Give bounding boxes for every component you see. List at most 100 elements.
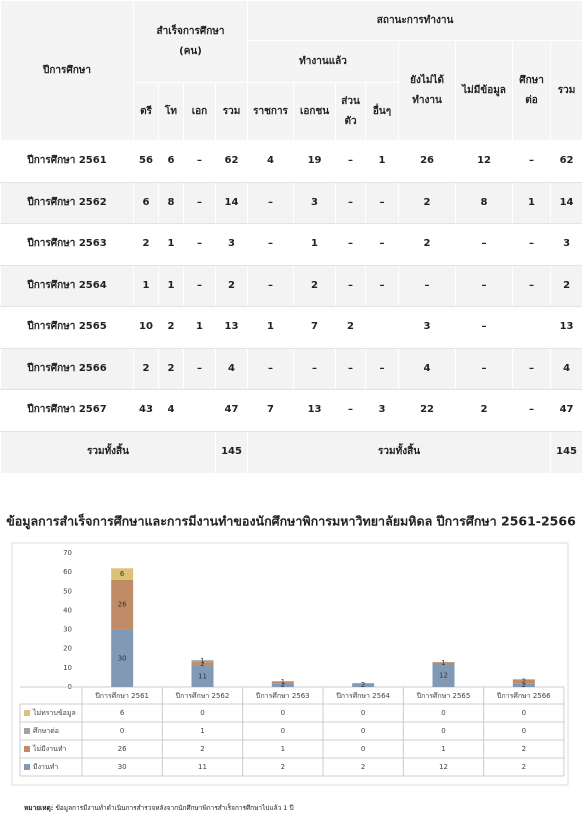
data-label: 2 (200, 660, 204, 668)
note-text: ข้อมูลการมีงานทำดำเนินการสำรวจหลังจากนัก… (55, 803, 293, 812)
table-cell: 13 (550, 306, 582, 349)
table-cell: – (512, 264, 552, 307)
table-row: ปีการศึกษา 2567 43 4 47 7 13–3 22 2–47 (0, 389, 582, 432)
table-value: 0 (361, 727, 365, 735)
table-row: ปีการศึกษา 2561 56 6–62 4 19–1 26 12–62 (0, 140, 582, 183)
table-cell: – (512, 389, 552, 432)
table-value: 6 (120, 709, 125, 717)
table-cell: – (335, 264, 367, 307)
table-cell: – (335, 181, 367, 224)
table-cell (183, 389, 216, 432)
table-value: 0 (120, 727, 124, 735)
table-cell: ปีการศึกษา 2566 (0, 347, 134, 390)
table-cell: 1 (158, 264, 184, 307)
table-value: 0 (441, 709, 445, 717)
table-cell: – (398, 264, 457, 307)
footer-cell: รวมทั้งสิ้น (247, 430, 552, 474)
table-cell: 2 (158, 347, 184, 390)
x-tick-label: ปีการศึกษา 2564 (336, 691, 390, 700)
table-value: 12 (439, 763, 448, 771)
legend-swatch (24, 710, 30, 716)
x-tick-label: ปีการศึกษา 2562 (175, 691, 229, 700)
header-cell: โท (158, 82, 184, 141)
table-row: ปีการศึกษา 2566 2 2–4– – – –4– –4 (0, 347, 582, 390)
x-tick-label: ปีการศึกษา 2565 (416, 691, 470, 700)
table-row: ปีการศึกษา 2565 10 2 1 13 1 7 2 3–13 (0, 306, 582, 349)
table-cell: 62 (214, 140, 249, 183)
bar-segment (111, 629, 134, 687)
table-cell: 2 (550, 264, 582, 307)
table-cell: 2 (455, 389, 514, 432)
table-cell: – (335, 389, 367, 432)
table-row: ปีการศึกษา 2563 2 1–3–1– –2– –3 (0, 223, 582, 266)
legend-label: มีงานทำ (33, 763, 58, 771)
bar-segment (111, 579, 134, 630)
table-cell: 10 (133, 306, 159, 349)
table-cell: 26 (398, 140, 457, 183)
table-cell: – (183, 264, 216, 307)
table-cell: 2 (293, 264, 337, 307)
data-label: 30 (118, 654, 127, 662)
header-cell: ตรี (133, 82, 159, 141)
bar-segment (352, 683, 375, 687)
header-cell: ราชการ (247, 82, 295, 141)
table-cell: – (455, 223, 514, 266)
table-cell: 1 (183, 306, 216, 349)
table-cell: 8 (455, 181, 514, 224)
bar-segment (432, 664, 455, 687)
table-cell: 47 (550, 389, 582, 432)
table-value: 0 (200, 709, 204, 717)
table-value: 0 (441, 727, 445, 735)
table-value: 0 (522, 709, 526, 717)
table-cell: 1 (293, 223, 337, 266)
chart-frame (11, 542, 569, 786)
table-cell: 2 (133, 223, 159, 266)
y-tick-label: 50 (63, 587, 72, 595)
x-tick-label: ปีการศึกษา 2561 (95, 691, 149, 700)
table-cell: 4 (158, 389, 184, 432)
legend-swatch (24, 728, 30, 734)
table-cell: – (183, 223, 216, 266)
table-cell: – (365, 347, 400, 390)
table-cell: 14 (214, 181, 249, 224)
table-cell: – (247, 264, 295, 307)
footer-cell: 145 (550, 430, 582, 474)
header-cell: รวม (550, 40, 582, 141)
table-cell: 7 (247, 389, 295, 432)
table-cell: 2 (398, 181, 457, 224)
bar-segment (111, 568, 134, 580)
data-label: 12 (439, 672, 448, 680)
header-cell: เอก (183, 82, 216, 141)
table-cell: – (183, 140, 216, 183)
header-cell: ศึกษา ต่อ (512, 40, 552, 141)
table-value: 1 (441, 745, 445, 753)
table-cell: 2 (158, 306, 184, 349)
table-cell: – (335, 347, 367, 390)
chart-title: ข้อมูลการสำเร็จการศึกษาและการมีงานทำของน… (6, 514, 576, 530)
table-cell: 2 (214, 264, 249, 307)
table-cell: 19 (293, 140, 337, 183)
table-cell: ปีการศึกษา 2564 (0, 264, 134, 307)
header-cell: ไม่มีข้อมูล (455, 40, 514, 141)
table-value: 2 (522, 763, 526, 771)
table-cell: – (365, 181, 400, 224)
table-cell: 2 (335, 306, 367, 349)
table-cell: 4 (214, 347, 249, 390)
table-cell: 13 (214, 306, 249, 349)
table-value: 1 (200, 727, 204, 735)
data-label: 2 (522, 677, 526, 685)
footer-cell: 145 (214, 430, 249, 474)
table-cell: – (247, 223, 295, 266)
table-cell: 6 (158, 140, 184, 183)
table-cell: – (335, 140, 367, 183)
table-cell: – (365, 264, 400, 307)
x-tick-label: ปีการศึกษา 2566 (497, 691, 551, 700)
table-cell: 3 (214, 223, 249, 266)
table-cell: – (455, 306, 514, 349)
table-cell: 1 (133, 264, 159, 307)
table-cell: – (335, 223, 367, 266)
header-cell: เอกชน (293, 82, 337, 141)
table-cell: – (512, 347, 552, 390)
y-tick-label: 60 (63, 568, 72, 576)
table-cell (512, 306, 552, 349)
